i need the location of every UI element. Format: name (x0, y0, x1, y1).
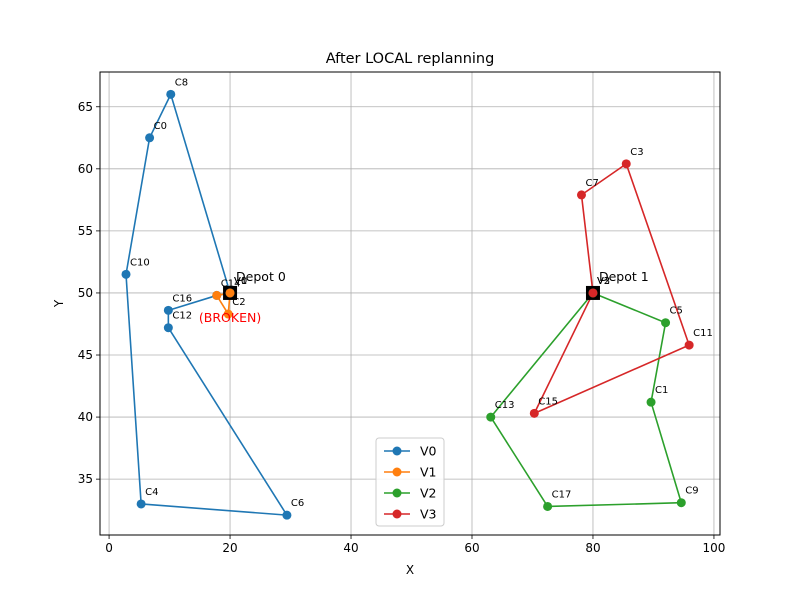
y-tick-label: 55 (78, 224, 93, 238)
data-point (136, 499, 146, 509)
legend-label: V0 (420, 444, 437, 459)
legend-swatch-marker (392, 509, 402, 519)
x-tick-label: 60 (464, 541, 479, 555)
legend: V0 V1 V2 V3 (375, 437, 445, 527)
point-label: C3 (630, 147, 643, 158)
x-tick-label: 20 (222, 541, 237, 555)
x-tick-label: 40 (343, 541, 358, 555)
y-axis-label: Y (52, 299, 66, 308)
point-label: C0 (154, 121, 167, 132)
x-axis-label: X (406, 563, 414, 577)
data-point (163, 305, 173, 315)
depot-label: Depot 1 (599, 269, 649, 284)
data-point (646, 397, 656, 407)
data-point (529, 408, 539, 418)
legend-label: V2 (420, 486, 437, 501)
legend-label: V1 (420, 465, 437, 480)
point-label: C5 (670, 306, 683, 317)
point-label: C12 (172, 311, 192, 322)
data-point (145, 133, 155, 143)
y-tick-label: 35 (78, 472, 93, 486)
y-tick-label: 50 (78, 286, 93, 300)
point-label: C2 (232, 297, 245, 308)
data-point (282, 510, 292, 520)
point-label: C14 (221, 278, 241, 289)
grid-layer (100, 72, 720, 535)
legend-item: V1 (384, 465, 437, 480)
data-point (661, 318, 671, 328)
data-point (212, 290, 222, 300)
point-label: C15 (538, 396, 558, 407)
point-label: C9 (685, 486, 698, 497)
series-line-v3 (533, 163, 690, 415)
legend-swatch-marker (392, 488, 402, 498)
x-tick-label: 100 (702, 541, 725, 555)
x-tick-label: 0 (105, 541, 113, 555)
legend-swatch-marker (392, 446, 402, 456)
data-point (621, 159, 631, 169)
broken-annotation: (BROKEN) (199, 310, 261, 325)
data-point (223, 309, 233, 319)
y-tick-label: 45 (78, 348, 93, 362)
point-label: C10 (130, 257, 150, 268)
legend-swatch-marker (392, 467, 402, 477)
point-label: C16 (172, 293, 192, 304)
point-label: C6 (291, 498, 304, 509)
y-tick-label: 65 (78, 100, 93, 114)
series-layer (121, 89, 694, 520)
x-tick-label: 80 (585, 541, 600, 555)
start-point (225, 288, 235, 298)
legend-box (375, 437, 445, 527)
data-point (676, 498, 686, 508)
data-point (166, 89, 176, 99)
data-point (486, 412, 496, 422)
data-point (684, 340, 694, 350)
vehicle-annotation: V0 (234, 276, 247, 287)
point-label: C4 (145, 487, 158, 498)
data-point (163, 323, 173, 333)
depot-label: Depot 0 (236, 269, 286, 284)
y-tick-label: 60 (78, 162, 93, 176)
point-label: C1 (655, 385, 668, 396)
series-v2 (486, 288, 686, 511)
legend-item: V0 (384, 444, 437, 459)
point-label: C7 (585, 178, 598, 189)
data-point (121, 269, 131, 279)
label-layer: C8C0C10C4C6C12C16C14V1C2V2C5C1C9C17C13V3… (130, 77, 713, 509)
data-point (543, 501, 553, 511)
point-label: C8 (175, 77, 188, 88)
point-label: C13 (495, 400, 515, 411)
series-line-v0 (125, 93, 288, 516)
legend-item: V3 (384, 507, 437, 522)
point-label: V3 (597, 276, 610, 287)
depot-layer (223, 285, 600, 300)
axes-frame (99, 71, 721, 536)
data-point (576, 190, 586, 200)
chart-title: After LOCAL replanning (326, 51, 495, 67)
point-label: V1 (234, 276, 247, 287)
tick-layer: 0 20 40 60 80 100 35 40 45 50 55 60 65 (78, 100, 726, 555)
point-label: C11 (693, 328, 713, 339)
start-point (588, 288, 598, 298)
point-label: C17 (552, 489, 572, 500)
y-tick-label: 40 (78, 410, 93, 424)
point-label: V2 (597, 276, 610, 287)
legend-item: V2 (384, 486, 437, 501)
legend-label: V3 (420, 507, 437, 522)
